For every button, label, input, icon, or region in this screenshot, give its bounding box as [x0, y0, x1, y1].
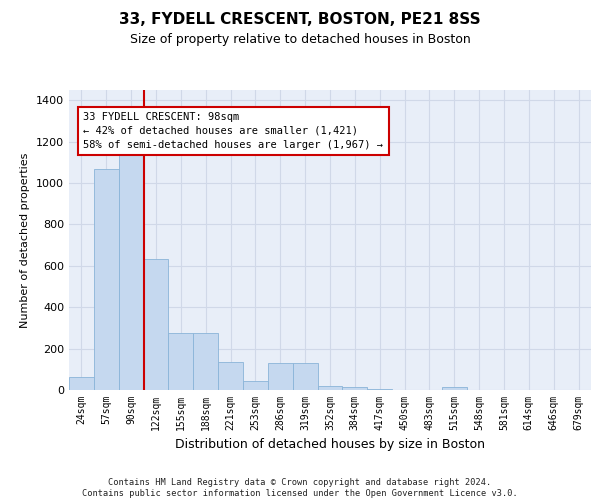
Bar: [268, 363, 293, 390]
Bar: [243, 380, 268, 390]
X-axis label: Distribution of detached houses by size in Boston: Distribution of detached houses by size …: [175, 438, 485, 452]
Text: 33, FYDELL CRESCENT, BOSTON, PE21 8SS: 33, FYDELL CRESCENT, BOSTON, PE21 8SS: [119, 12, 481, 28]
Text: 33 FYDELL CRESCENT: 98sqm
← 42% of detached houses are smaller (1,421)
58% of se: 33 FYDELL CRESCENT: 98sqm ← 42% of detac…: [83, 112, 383, 150]
Bar: [169, 333, 193, 390]
Y-axis label: Number of detached properties: Number of detached properties: [20, 152, 31, 328]
Text: Contains HM Land Registry data © Crown copyright and database right 2024.
Contai: Contains HM Land Registry data © Crown c…: [82, 478, 518, 498]
Bar: [94, 168, 119, 390]
Bar: [193, 333, 218, 390]
Bar: [367, 389, 392, 390]
Bar: [343, 387, 367, 390]
Bar: [293, 363, 317, 390]
Bar: [317, 386, 343, 390]
Bar: [143, 258, 169, 390]
Bar: [442, 387, 467, 390]
Bar: [69, 376, 94, 390]
Text: Size of property relative to detached houses in Boston: Size of property relative to detached ho…: [130, 32, 470, 46]
Bar: [119, 150, 143, 390]
Bar: [218, 362, 243, 390]
